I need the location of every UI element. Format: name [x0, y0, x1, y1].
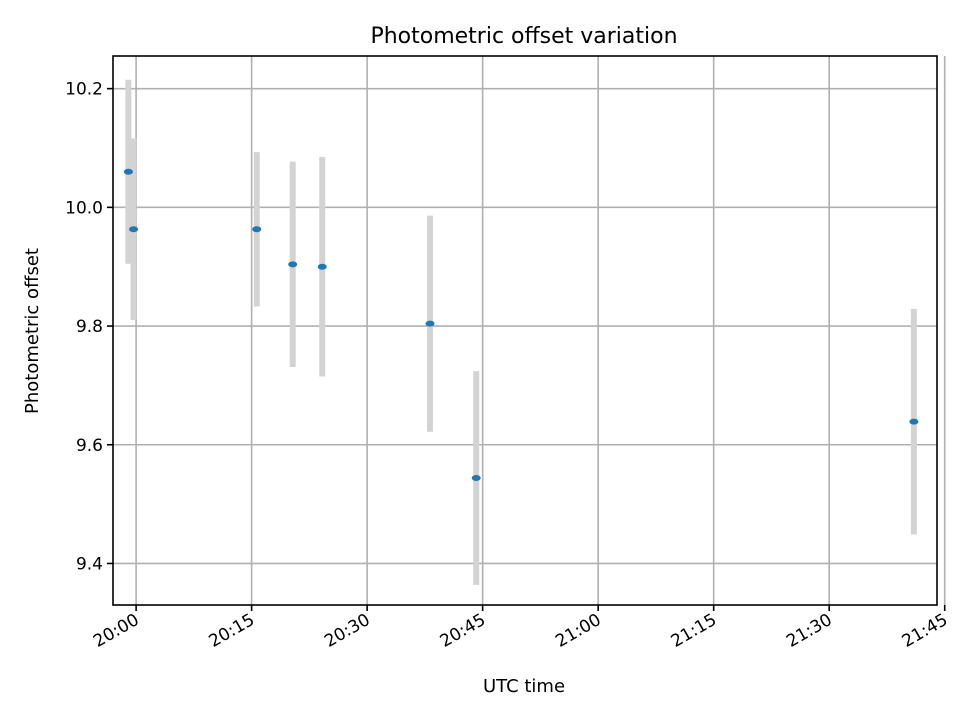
x-tick-label: 20:15: [206, 610, 258, 652]
x-tick-label: 21:45: [899, 610, 951, 652]
x-axis-label: UTC time: [483, 676, 565, 697]
y-tick-label: 9.4: [76, 554, 103, 574]
x-tick-label: 20:30: [321, 610, 373, 652]
y-tick-label: 9.8: [76, 317, 103, 337]
data-point: [129, 226, 139, 233]
y-tick-label: 10.2: [65, 80, 103, 100]
data-point: [909, 418, 919, 425]
grid: [113, 56, 946, 605]
x-tick-label: 21:30: [783, 610, 835, 652]
data-point: [317, 263, 327, 270]
x-tick-label: 21:15: [668, 610, 720, 652]
axis-ticks: 20:00 20:15 20:30 20:45 21:00 21:15 21:30 21:45…: [65, 80, 951, 652]
x-tick-label: 21:00: [552, 610, 604, 652]
error-bars: [125, 79, 917, 585]
plot-frame: [112, 55, 938, 606]
data-points: [123, 168, 919, 481]
y-tick-label: 9.6: [76, 436, 103, 456]
y-tick-label: 10.0: [65, 198, 103, 218]
data-point: [252, 226, 262, 233]
chart-title: Photometric offset variation: [370, 24, 677, 49]
data-point: [471, 474, 481, 481]
data-point: [288, 261, 298, 268]
data-point: [123, 168, 133, 175]
y-axis-label: Photometric offset: [22, 248, 43, 414]
x-tick-label: 20:00: [90, 610, 142, 652]
x-tick-label: 20:45: [437, 610, 489, 652]
data-point: [425, 320, 435, 327]
